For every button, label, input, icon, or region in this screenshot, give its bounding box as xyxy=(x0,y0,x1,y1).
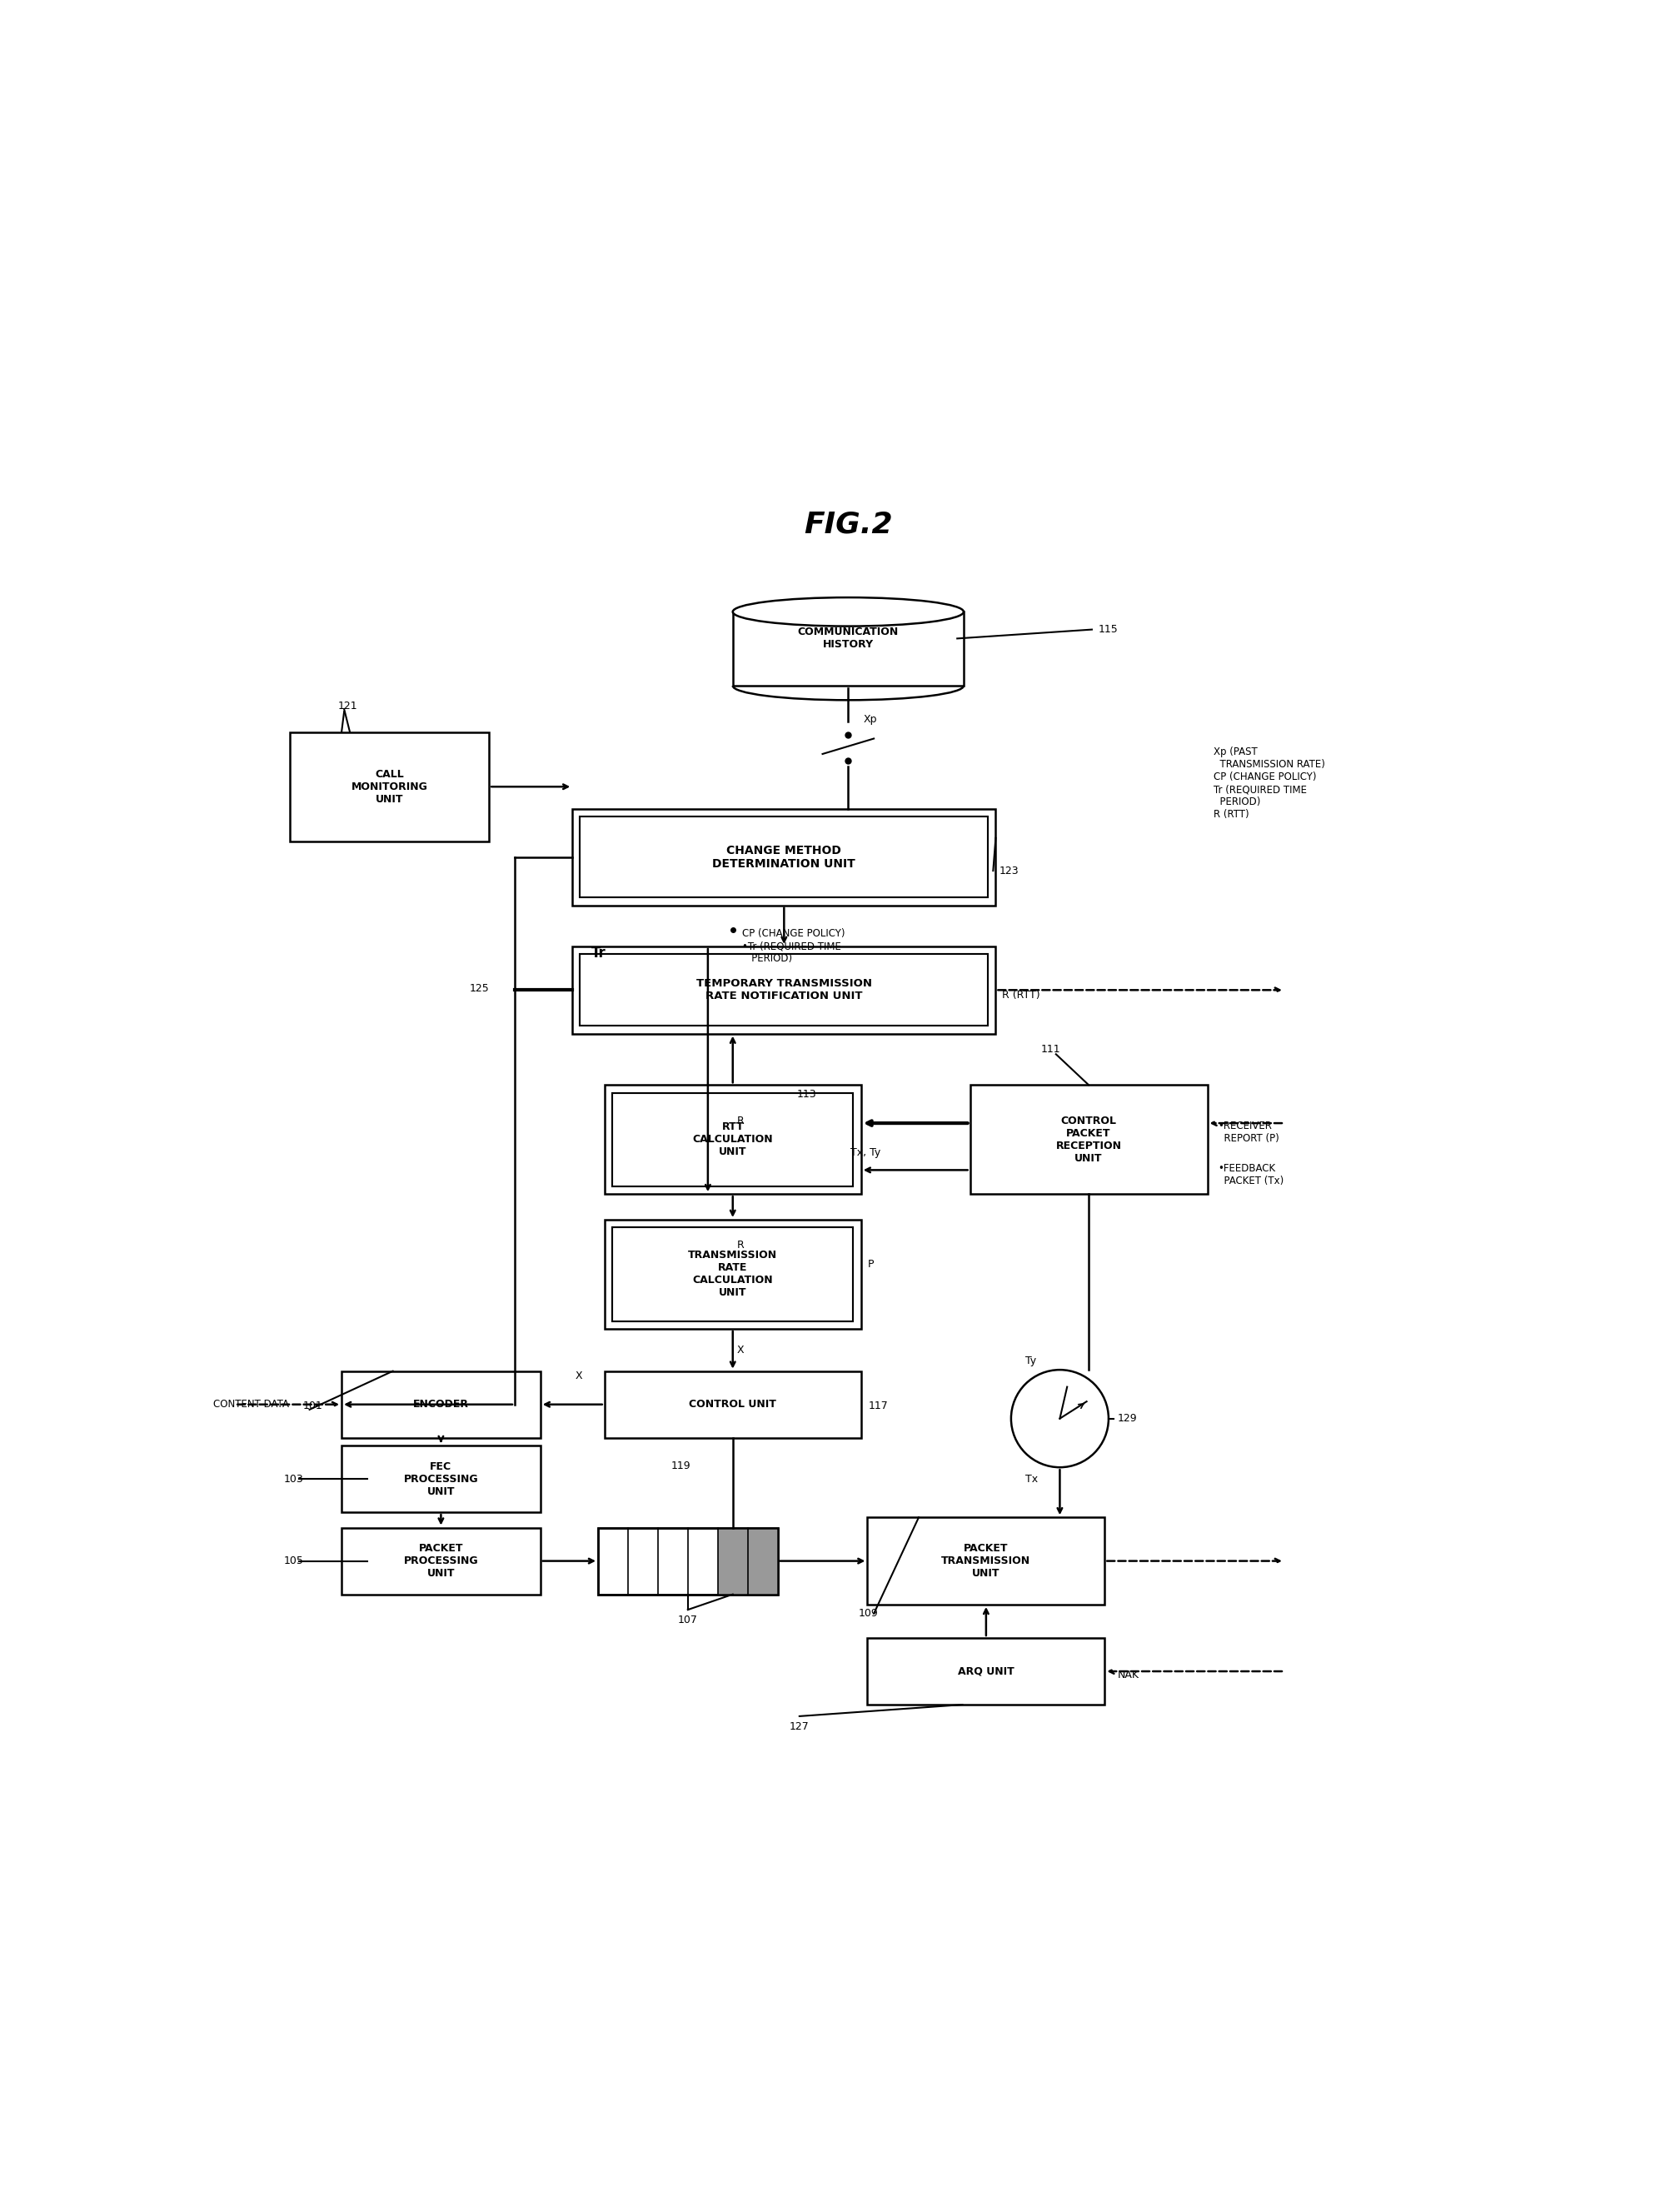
Text: FEC
PROCESSING
UNIT: FEC PROCESSING UNIT xyxy=(404,1460,478,1498)
Text: ENCODER: ENCODER xyxy=(414,1398,468,1409)
Bar xyxy=(341,1371,540,1438)
Circle shape xyxy=(1011,1369,1109,1467)
Text: 113: 113 xyxy=(798,1088,816,1099)
Text: 123: 123 xyxy=(1000,865,1019,876)
Bar xyxy=(733,613,963,686)
Text: CHANGE METHOD
DETERMINATION UNIT: CHANGE METHOD DETERMINATION UNIT xyxy=(713,845,856,869)
Text: P: P xyxy=(867,1259,874,1270)
Text: •RECEIVER
  REPORT (P): •RECEIVER REPORT (P) xyxy=(1218,1121,1279,1144)
Bar xyxy=(604,1084,861,1194)
Bar xyxy=(970,1084,1206,1194)
Text: 117: 117 xyxy=(869,1400,889,1411)
Bar xyxy=(573,810,996,905)
Text: 119: 119 xyxy=(672,1460,690,1471)
Text: 111: 111 xyxy=(1041,1044,1061,1055)
Bar xyxy=(748,1528,778,1595)
Bar xyxy=(341,1528,540,1595)
Bar xyxy=(290,732,490,841)
Text: RTT
CALCULATION
UNIT: RTT CALCULATION UNIT xyxy=(692,1121,773,1157)
Text: 127: 127 xyxy=(789,1721,809,1732)
Text: 105: 105 xyxy=(285,1555,305,1566)
Text: CONTENT DATA: CONTENT DATA xyxy=(213,1398,290,1409)
Ellipse shape xyxy=(733,597,963,626)
Bar xyxy=(612,1093,854,1186)
Bar xyxy=(612,1228,854,1321)
Bar xyxy=(604,1371,861,1438)
Text: 107: 107 xyxy=(679,1615,698,1626)
Bar xyxy=(341,1444,540,1513)
Text: Tr: Tr xyxy=(592,945,606,960)
Text: R: R xyxy=(736,1241,743,1250)
Bar xyxy=(604,1219,861,1329)
Text: Tx, Ty: Tx, Ty xyxy=(851,1148,880,1159)
Text: •FEEDBACK
  PACKET (Tx): •FEEDBACK PACKET (Tx) xyxy=(1218,1164,1284,1186)
Text: FIG.2: FIG.2 xyxy=(804,511,892,538)
Bar xyxy=(718,1528,748,1595)
Text: Tx: Tx xyxy=(1024,1473,1038,1484)
Text: CALL
MONITORING
UNIT: CALL MONITORING UNIT xyxy=(351,770,429,805)
Text: CONTROL UNIT: CONTROL UNIT xyxy=(688,1398,776,1409)
Text: 101: 101 xyxy=(303,1400,323,1411)
Text: NAK: NAK xyxy=(1117,1670,1139,1681)
Text: ARQ UNIT: ARQ UNIT xyxy=(958,1666,1015,1677)
Text: R (RTT): R (RTT) xyxy=(1001,989,1039,1000)
Bar xyxy=(867,1637,1104,1705)
Text: CONTROL
PACKET
RECEPTION
UNIT: CONTROL PACKET RECEPTION UNIT xyxy=(1056,1115,1122,1164)
Text: PACKET
TRANSMISSION
UNIT: PACKET TRANSMISSION UNIT xyxy=(942,1544,1031,1579)
Bar xyxy=(573,947,996,1033)
Text: Ty: Ty xyxy=(1024,1356,1036,1367)
Text: 121: 121 xyxy=(338,701,357,712)
Bar xyxy=(597,1528,778,1595)
Text: Xp: Xp xyxy=(864,714,877,726)
Bar xyxy=(867,1517,1104,1604)
Text: CP (CHANGE POLICY)
•Tr (REQUIRED TIME
   PERIOD): CP (CHANGE POLICY) •Tr (REQUIRED TIME PE… xyxy=(741,929,844,964)
Text: 125: 125 xyxy=(470,984,490,993)
Text: 115: 115 xyxy=(1099,624,1119,635)
Text: X: X xyxy=(736,1345,743,1356)
Text: 109: 109 xyxy=(859,1608,879,1619)
Text: 129: 129 xyxy=(1117,1413,1137,1425)
Text: COMMUNICATION
HISTORY: COMMUNICATION HISTORY xyxy=(798,626,899,650)
Bar xyxy=(581,953,988,1026)
Text: 103: 103 xyxy=(285,1473,303,1484)
Bar xyxy=(597,1528,778,1595)
Text: R: R xyxy=(736,1115,743,1126)
Text: TEMPORARY TRANSMISSION
RATE NOTIFICATION UNIT: TEMPORARY TRANSMISSION RATE NOTIFICATION… xyxy=(697,978,872,1002)
Text: PACKET
PROCESSING
UNIT: PACKET PROCESSING UNIT xyxy=(404,1544,478,1579)
Bar xyxy=(581,816,988,898)
Text: TRANSMISSION
RATE
CALCULATION
UNIT: TRANSMISSION RATE CALCULATION UNIT xyxy=(688,1250,778,1298)
Text: Xp (PAST
  TRANSMISSION RATE)
CP (CHANGE POLICY)
Tr (REQUIRED TIME
  PERIOD)
R (: Xp (PAST TRANSMISSION RATE) CP (CHANGE P… xyxy=(1213,748,1326,821)
Text: X: X xyxy=(576,1371,583,1382)
